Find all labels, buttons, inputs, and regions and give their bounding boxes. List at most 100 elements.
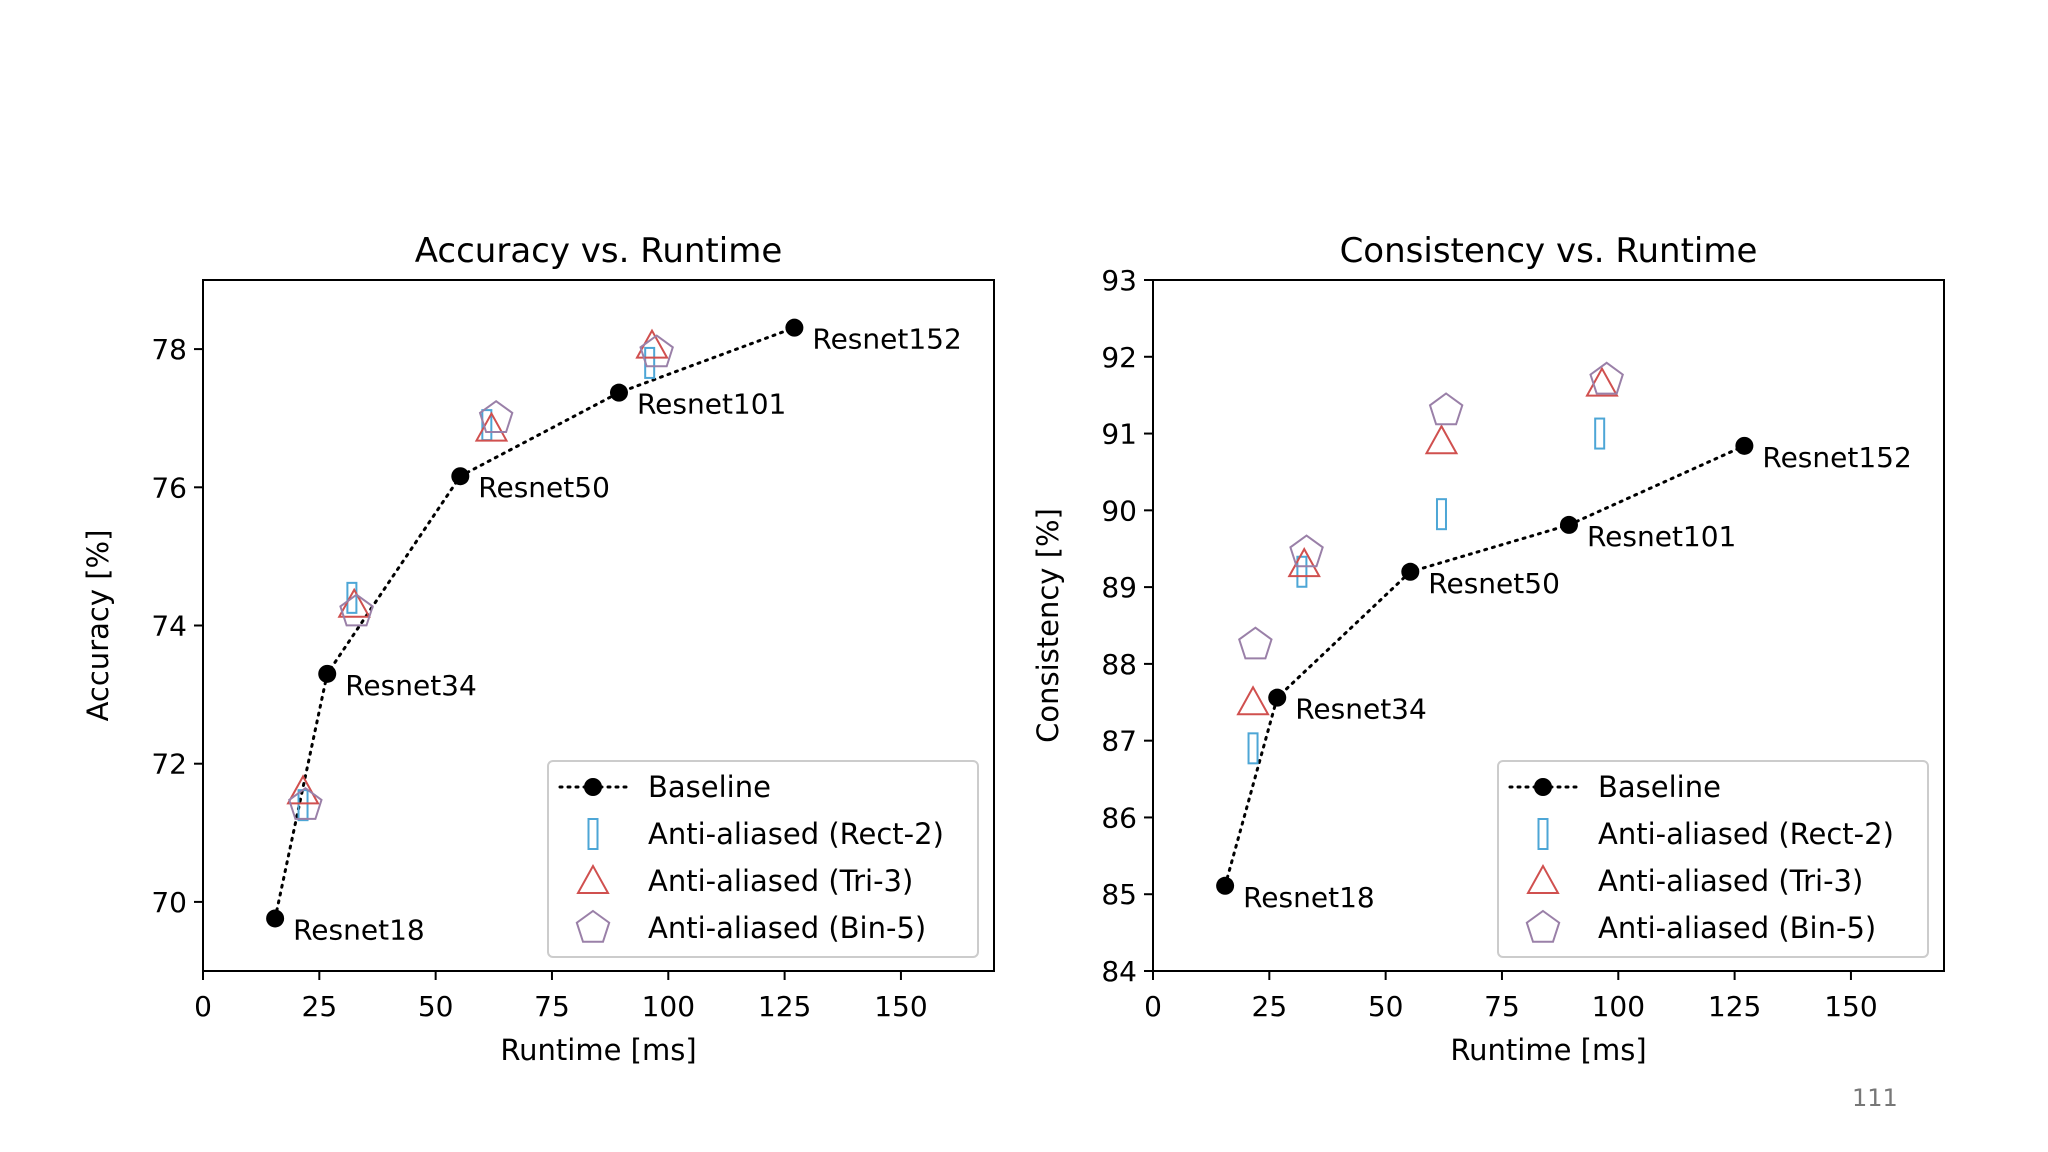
marker-pentagon-4	[639, 334, 674, 368]
legend-box	[1497, 760, 1929, 958]
legend-marker-rect	[1537, 818, 1549, 850]
legend-marker-pentagon	[575, 909, 611, 943]
y-axis-label: Consistency [%]	[1031, 508, 1065, 743]
y-tick-label: 84	[1101, 955, 1137, 988]
legend-label: Anti-aliased (Tri-3)	[648, 864, 913, 898]
chart-title: Consistency vs. Runtime	[1340, 231, 1758, 271]
legend-label: Anti-aliased (Bin-5)	[1598, 911, 1876, 945]
marker-triangle-2	[337, 587, 371, 618]
x-tick-label: 75	[534, 990, 570, 1023]
legend-marker-triangle	[576, 863, 610, 894]
point-label: Resnet152	[1762, 441, 1911, 474]
legend-label: Anti-aliased (Rect-2)	[1598, 817, 1894, 851]
x-tick-label: 100	[1592, 990, 1645, 1023]
marker-rect-4	[1594, 417, 1606, 450]
x-tick-label: 100	[642, 990, 695, 1023]
legend-marker-circle	[584, 778, 602, 796]
marker-pentagon-1	[288, 786, 323, 820]
marker-triangle-1	[286, 774, 320, 805]
x-tick-label: 50	[418, 990, 454, 1023]
point-label: Resnet18	[1243, 881, 1375, 914]
marker-circle-4	[1559, 515, 1578, 534]
y-tick-label: 85	[1101, 878, 1137, 911]
y-tick-label: 87	[1101, 725, 1137, 758]
marker-rect-2	[1296, 555, 1308, 588]
marker-rect-1	[1247, 732, 1259, 765]
marker-pentagon-2	[339, 593, 374, 627]
marker-pentagon-4	[1589, 361, 1624, 395]
y-tick-label: 92	[1101, 341, 1137, 374]
y-tick-label: 90	[1101, 494, 1137, 527]
marker-rect-3	[1435, 498, 1447, 531]
y-tick-label: 70	[151, 886, 187, 919]
legend-label: Baseline	[1598, 770, 1721, 804]
point-label: Resnet101	[637, 388, 786, 421]
y-tick-label: 86	[1101, 801, 1137, 834]
y-tick-label: 74	[151, 610, 187, 643]
legend-label: Anti-aliased (Tri-3)	[1598, 864, 1863, 898]
chart-title: Accuracy vs. Runtime	[415, 231, 783, 271]
point-label: Resnet18	[293, 913, 425, 946]
marker-triangle-3	[1424, 424, 1459, 455]
marker-circle-1	[266, 909, 285, 928]
legend-box	[547, 760, 979, 958]
legend-marker-triangle	[1526, 863, 1560, 894]
y-tick-label: 93	[1101, 264, 1137, 297]
x-tick-label: 0	[1144, 990, 1162, 1023]
marker-pentagon-2	[1289, 534, 1324, 568]
legend: Baseline Anti-aliased (Rect-2) Anti-aliase…	[1497, 760, 1929, 958]
x-tick-label: 25	[302, 990, 338, 1023]
x-tick-label: 125	[1708, 990, 1761, 1023]
marker-circle-3	[1401, 562, 1420, 581]
y-tick-label: 91	[1101, 418, 1137, 451]
page-number: 111	[1852, 1084, 1898, 1112]
marker-triangle-4	[1585, 366, 1619, 397]
marker-circle-4	[609, 383, 628, 402]
y-tick-label: 88	[1101, 648, 1137, 681]
x-axis-label: Runtime [ms]	[1450, 1033, 1646, 1067]
x-tick-label: 0	[194, 990, 212, 1023]
marker-circle-5	[1735, 436, 1754, 455]
marker-triangle-2	[1287, 547, 1321, 578]
legend-marker-rect	[587, 818, 599, 850]
marker-circle-5	[785, 318, 804, 337]
plot-frame	[1152, 279, 1945, 972]
legend-label: Baseline	[648, 770, 771, 804]
marker-circle-2	[318, 664, 337, 683]
legend-marker-pentagon	[1525, 909, 1561, 943]
point-label: Resnet101	[1587, 520, 1736, 553]
chart-panel-1: Accuracy vs. Runtime 0 25 50 75 100 125 150 70 72…	[81, 231, 995, 1067]
marker-circle-3	[451, 467, 470, 486]
point-label: Resnet34	[1295, 693, 1427, 726]
y-axis-label: Accuracy [%]	[81, 530, 115, 722]
point-label: Resnet50	[478, 471, 610, 504]
x-tick-label: 150	[874, 990, 927, 1023]
legend-marker-circle	[1534, 778, 1552, 796]
y-tick-label: 78	[151, 333, 187, 366]
marker-circle-2	[1268, 688, 1287, 707]
marker-pentagon-1	[1238, 626, 1273, 660]
point-label: Resnet34	[345, 669, 477, 702]
legend-label: Anti-aliased (Rect-2)	[648, 817, 944, 851]
marker-rect-2	[346, 581, 358, 614]
point-label: Resnet152	[812, 323, 961, 356]
x-tick-label: 150	[1824, 990, 1877, 1023]
x-tick-label: 25	[1252, 990, 1288, 1023]
legend-label: Anti-aliased (Bin-5)	[648, 911, 926, 945]
marker-pentagon-3	[478, 399, 514, 433]
x-tick-label: 125	[758, 990, 811, 1023]
x-tick-label: 50	[1368, 990, 1404, 1023]
point-label: Resnet50	[1428, 567, 1560, 600]
x-tick-label: 75	[1484, 990, 1520, 1023]
x-axis-label: Runtime [ms]	[500, 1033, 696, 1067]
marker-rect-1	[297, 789, 309, 822]
y-tick-label: 76	[151, 471, 187, 504]
y-tick-label: 72	[151, 748, 187, 781]
chart-panel-2: Consistency vs. Runtime 0 25 50 75 100 125 150 8…	[1031, 231, 1945, 1067]
y-tick-label: 89	[1101, 571, 1137, 604]
marker-circle-1	[1216, 876, 1235, 895]
legend: Baseline Anti-aliased (Rect-2) Anti-aliase…	[547, 760, 979, 958]
marker-triangle-1	[1236, 685, 1270, 716]
marker-pentagon-3	[1428, 392, 1464, 426]
